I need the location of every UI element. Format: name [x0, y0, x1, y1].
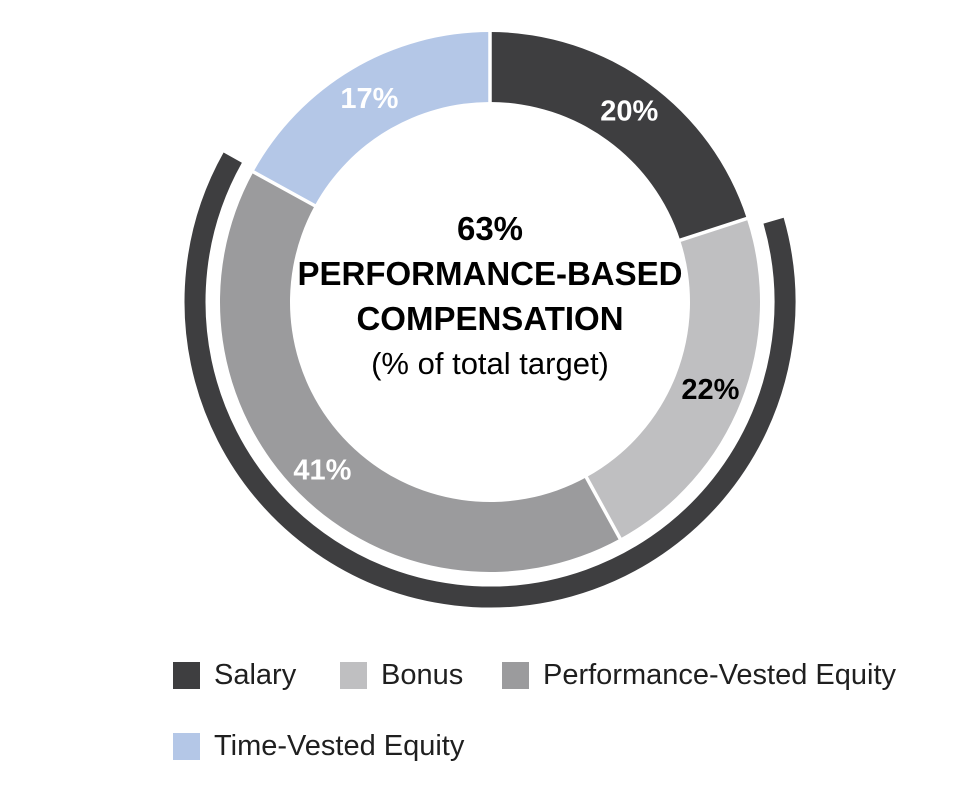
segment-value-label-time-vested-equity: 17%: [340, 83, 398, 115]
segment-value-label-performance-vested-equity: 41%: [293, 455, 351, 487]
segment-divider: [677, 216, 750, 243]
center-percent: 63%: [456, 210, 524, 247]
legend-swatch-performance-vested-equity: [502, 661, 529, 689]
legend-label-time-vested-equity: Time-Vested Equity: [214, 729, 465, 762]
segment-value-label-bonus: 22%: [681, 374, 739, 406]
segment-divider: [250, 169, 318, 209]
legend-label-performance-vested-equity: Performance-Vested Equity: [543, 658, 897, 691]
segment-divider: [583, 474, 623, 542]
donut-segment-salary: [490, 32, 747, 241]
performance-based-bracket-arc: [184, 152, 796, 608]
center-title-line-2: COMPENSATION: [356, 300, 624, 337]
center-subtitle: (% of total target): [371, 346, 609, 381]
legend-swatch-bonus: [340, 661, 367, 689]
legend-label-bonus: Bonus: [381, 658, 464, 691]
donut-chart-svg: 20% 22% 41% 17%: [184, 30, 796, 608]
legend-item-performance-vested-equity: Performance-Vested Equity: [502, 658, 897, 691]
legend-item-salary: Salary: [173, 658, 297, 691]
donut-center-label: 63% PERFORMANCE-BASED COMPENSATION (% of…: [270, 206, 710, 386]
donut-segment-bonus: [586, 218, 760, 539]
center-title-line-1: PERFORMANCE-BASED: [297, 255, 683, 292]
donut-segment-performance-vested-equity: [220, 171, 621, 572]
donut-segment-time-vested-equity: [253, 32, 490, 206]
segment-value-label-salary: 20%: [600, 95, 658, 127]
legend-item-time-vested-equity: Time-Vested Equity: [173, 729, 465, 762]
legend-swatch-salary: [173, 661, 200, 689]
legend-label-salary: Salary: [214, 658, 297, 691]
legend-swatch-time-vested-equity: [173, 732, 200, 760]
legend-item-bonus: Bonus: [340, 658, 464, 691]
